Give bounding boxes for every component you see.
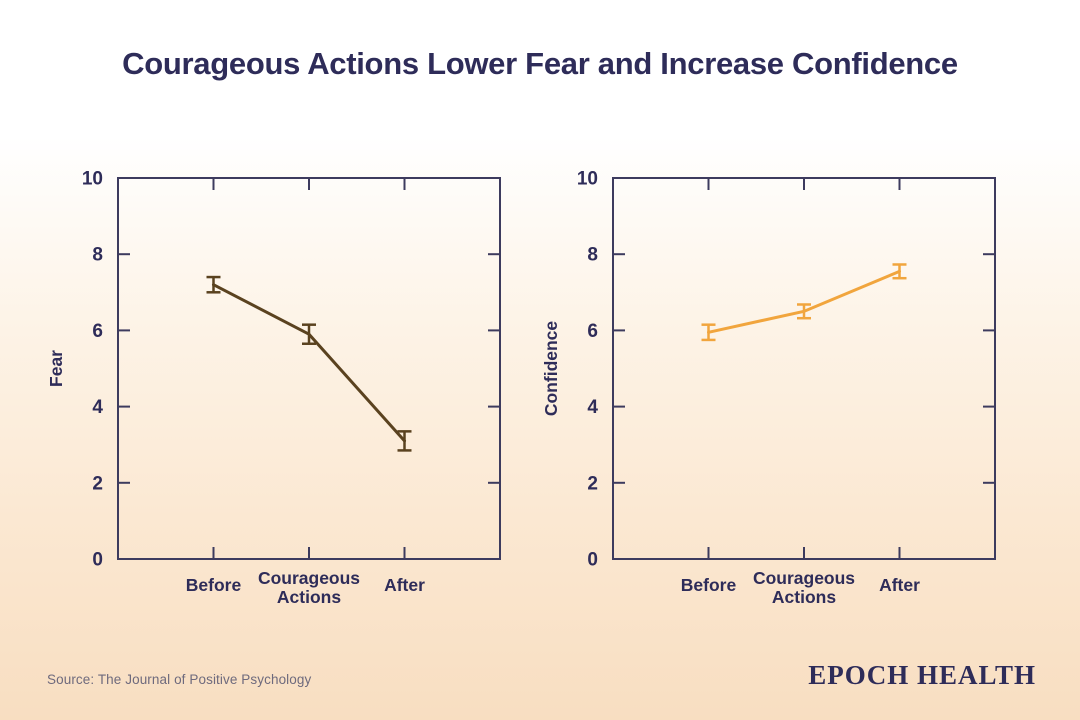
x-tick-label: Courageous Actions <box>258 568 360 607</box>
fear-chart: 0 2 4 6 8 10 Before Courageous Actions After Fear <box>40 160 510 620</box>
y-tick-label: 6 <box>587 321 598 342</box>
source-credit: Source: The Journal of Positive Psycholo… <box>47 672 312 687</box>
y-tick-label: 10 <box>82 169 103 190</box>
series-line <box>707 269 901 334</box>
y-tick-label: 0 <box>587 550 598 571</box>
y-tick-label: 4 <box>587 397 598 418</box>
confidence-chart: 0 2 4 6 8 10 Before Courageous Actions After Confi… <box>535 160 1005 620</box>
y-tick-label: 6 <box>92 321 103 342</box>
y-tick-label: 8 <box>92 245 103 266</box>
x-tick-label: Courageous Actions <box>753 568 855 607</box>
brand-logo: EPOCH HEALTH <box>808 660 1036 690</box>
confidence-chart-svg: 0 2 4 6 8 10 Before Courageous Actions After Confi… <box>541 169 996 607</box>
x-tick-label: Before <box>186 575 242 595</box>
y-tick-label: 4 <box>92 397 103 418</box>
x-tick-label: After <box>879 575 920 595</box>
y-tick-label: 8 <box>587 245 598 266</box>
y-axis-title: Fear <box>46 350 66 387</box>
page-title: Courageous Actions Lower Fear and Increa… <box>122 46 958 81</box>
y-tick-label: 0 <box>92 550 103 571</box>
plot-border <box>612 177 996 560</box>
x-tick-label: Before <box>681 575 737 595</box>
y-axis-title: Confidence <box>541 321 561 417</box>
y-tick-label: 2 <box>587 473 598 494</box>
y-tick-label: 2 <box>92 473 103 494</box>
fear-chart-svg: 0 2 4 6 8 10 Before Courageous Actions After Fear <box>46 169 501 607</box>
series-line <box>212 283 406 443</box>
y-tick-label: 10 <box>577 169 598 190</box>
plot-border <box>117 177 501 560</box>
x-tick-label: After <box>384 575 425 595</box>
